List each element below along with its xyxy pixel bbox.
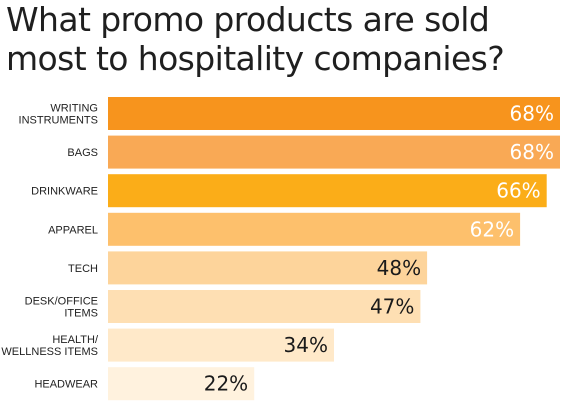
value-label: 47% <box>370 295 414 319</box>
bar <box>108 328 334 362</box>
bar <box>108 212 521 246</box>
value-label: 66% <box>496 179 540 203</box>
value-label: 62% <box>470 217 514 241</box>
bar <box>108 135 560 169</box>
category-label: BAGS <box>67 147 98 159</box>
bar <box>108 290 421 323</box>
category-label: HEADWEAR <box>34 379 98 391</box>
value-label: 34% <box>284 333 328 357</box>
category-label: DRINKWARE <box>31 186 98 198</box>
chart-title: What promo products are sold most to hos… <box>6 0 505 78</box>
value-label: 48% <box>377 256 421 280</box>
value-label: 68% <box>510 140 554 164</box>
bar <box>108 97 560 130</box>
value-label: 22% <box>204 372 248 396</box>
bar <box>108 251 428 285</box>
bar <box>108 367 255 401</box>
category-label: TECH <box>68 263 98 275</box>
category-label: APPAREL <box>48 224 98 236</box>
category-label: DESK/OFFICE ITEMS <box>25 296 98 320</box>
value-label: 68% <box>510 102 554 126</box>
category-label: HEALTH/WELLNESS ITEMS <box>1 334 99 358</box>
category-label: WRITING INSTRUMENTS <box>19 103 98 127</box>
bar <box>108 174 547 208</box>
